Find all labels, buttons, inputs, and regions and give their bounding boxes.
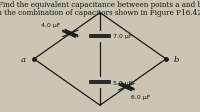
Text: 5.0 μF: 5.0 μF xyxy=(113,80,132,85)
Text: in the combination of capacitors shown in Figure P16.42.: in the combination of capacitors shown i… xyxy=(0,9,200,17)
Text: b: b xyxy=(174,55,179,63)
Text: Find the equivalent capacitance between points a and b: Find the equivalent capacitance between … xyxy=(0,1,200,9)
Text: 7.0 μF: 7.0 μF xyxy=(113,33,132,38)
Text: 6.0 μF: 6.0 μF xyxy=(131,94,150,99)
Text: a: a xyxy=(21,55,26,63)
Text: 4.0 μF: 4.0 μF xyxy=(41,23,60,28)
